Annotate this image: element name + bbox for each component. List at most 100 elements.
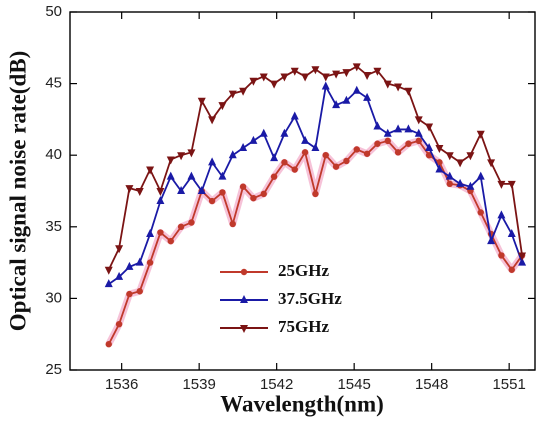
- marker: [456, 178, 465, 187]
- y-tick-label: 25: [45, 361, 62, 378]
- marker: [104, 279, 113, 288]
- marker: [507, 228, 516, 237]
- marker: [404, 124, 413, 133]
- marker: [228, 90, 237, 99]
- marker: [270, 153, 279, 162]
- marker: [456, 159, 465, 168]
- marker: [115, 320, 123, 328]
- x-tick-label: 1548: [415, 376, 448, 393]
- marker: [115, 245, 124, 254]
- marker: [436, 159, 443, 166]
- marker: [218, 102, 227, 111]
- marker: [260, 190, 267, 198]
- y-tick-label: 45: [45, 75, 62, 92]
- marker: [135, 257, 144, 266]
- marker: [146, 259, 154, 266]
- marker: [125, 261, 134, 270]
- marker: [239, 183, 247, 190]
- marker: [239, 143, 248, 152]
- marker: [166, 156, 175, 165]
- marker: [373, 67, 382, 76]
- marker: [166, 171, 175, 180]
- marker: [414, 116, 423, 125]
- marker: [445, 171, 454, 180]
- marker: [497, 210, 506, 219]
- marker: [270, 80, 279, 89]
- marker: [311, 143, 320, 152]
- legend-marker: [240, 325, 248, 333]
- marker: [404, 87, 413, 96]
- marker: [342, 95, 351, 104]
- marker: [497, 180, 506, 189]
- x-tick-label: 1536: [105, 376, 138, 393]
- marker: [487, 159, 496, 168]
- marker: [301, 73, 310, 82]
- marker: [321, 81, 330, 90]
- y-tick-label: 30: [45, 289, 62, 306]
- marker: [187, 171, 196, 180]
- marker: [281, 159, 288, 166]
- y-tick-label: 35: [45, 218, 62, 235]
- marker: [343, 157, 350, 165]
- marker: [425, 123, 434, 132]
- marker: [353, 146, 360, 153]
- marker: [383, 80, 392, 89]
- marker: [405, 140, 412, 147]
- marker: [322, 152, 329, 159]
- x-tick-label: 1542: [260, 376, 293, 393]
- marker: [498, 252, 505, 259]
- marker: [280, 73, 289, 82]
- y-tick-label: 50: [45, 3, 62, 20]
- marker: [332, 100, 341, 109]
- marker: [425, 143, 434, 152]
- marker: [229, 220, 236, 228]
- marker: [363, 92, 372, 101]
- marker: [249, 135, 258, 144]
- marker: [104, 266, 113, 275]
- marker: [177, 223, 185, 230]
- marker: [342, 69, 351, 78]
- marker: [157, 229, 164, 236]
- marker: [270, 173, 278, 180]
- marker: [311, 66, 320, 75]
- marker: [466, 181, 475, 190]
- marker: [115, 271, 124, 280]
- marker: [301, 149, 309, 156]
- marker: [290, 111, 299, 120]
- marker: [383, 128, 392, 137]
- marker: [126, 290, 133, 298]
- marker: [394, 83, 403, 92]
- legend-label: 75GHz: [278, 317, 329, 336]
- marker: [177, 152, 186, 161]
- marker: [239, 87, 248, 96]
- marker: [435, 164, 444, 173]
- marker: [136, 288, 143, 295]
- legend-marker: [240, 268, 248, 276]
- x-tick-label: 1545: [337, 376, 370, 393]
- marker: [332, 70, 341, 79]
- x-axis-label: Wavelength(nm): [220, 391, 384, 416]
- marker: [280, 128, 289, 137]
- marker: [425, 152, 433, 159]
- marker: [518, 252, 527, 261]
- marker: [394, 124, 403, 133]
- marker: [167, 237, 174, 245]
- marker: [384, 137, 391, 145]
- marker: [219, 189, 226, 196]
- marker: [446, 180, 453, 188]
- marker: [394, 149, 402, 156]
- marker: [156, 196, 165, 205]
- marker: [508, 266, 515, 273]
- marker: [218, 171, 227, 180]
- legend-label: 37.5GHz: [278, 289, 342, 308]
- marker: [415, 137, 422, 145]
- marker: [321, 73, 330, 82]
- marker: [445, 152, 454, 161]
- marker: [507, 180, 516, 189]
- marker: [476, 130, 485, 139]
- marker: [187, 149, 196, 158]
- plot-frame: [69, 11, 536, 371]
- marker: [188, 219, 195, 226]
- marker: [363, 150, 371, 157]
- marker: [435, 145, 444, 154]
